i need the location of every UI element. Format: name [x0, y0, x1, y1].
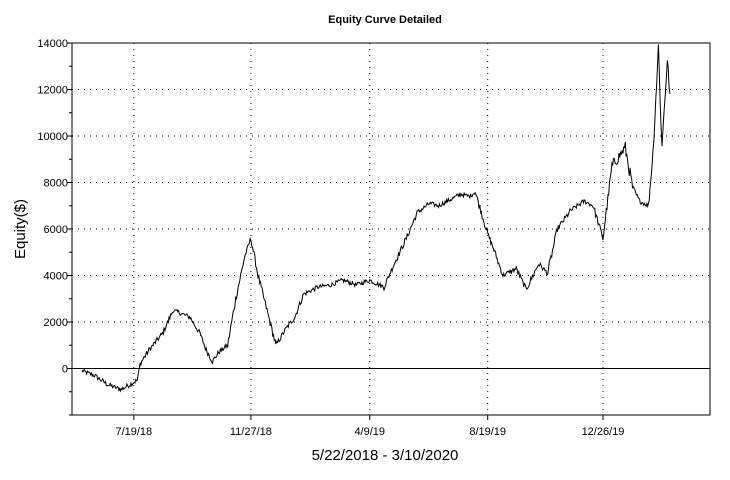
equity-line [81, 44, 671, 393]
chart-title: Equity Curve Detailed [328, 14, 442, 26]
x-tick-label: 12/26/19 [582, 426, 625, 438]
y-axis-label: Equity($) [12, 199, 29, 259]
x-tick-label: 4/9/19 [354, 426, 385, 438]
x-tick-label: 11/27/18 [230, 426, 272, 438]
y-tick-label: 4000 [44, 271, 68, 283]
y-tick-label: 8000 [44, 178, 68, 190]
y-tick-label: 14000 [37, 38, 68, 50]
y-tick-label: 6000 [44, 224, 68, 236]
x-tick-label: 7/19/18 [115, 426, 152, 438]
y-axis-ticks: 0 2000 4000 6000 8000 10000 12000 14000 [37, 38, 72, 416]
x-axis-ticks: 7/19/18 11/27/18 4/9/19 8/19/19 12/26/19 [115, 415, 624, 438]
x-tick-label: 8/19/19 [469, 426, 506, 438]
y-tick-label: 12000 [37, 85, 68, 97]
y-tick-label: 2000 [44, 317, 68, 329]
y-tick-label: 0 [62, 364, 68, 376]
y-tick-label: 10000 [37, 131, 68, 143]
x-axis-label: 5/22/2018 - 3/10/2020 [312, 447, 459, 464]
